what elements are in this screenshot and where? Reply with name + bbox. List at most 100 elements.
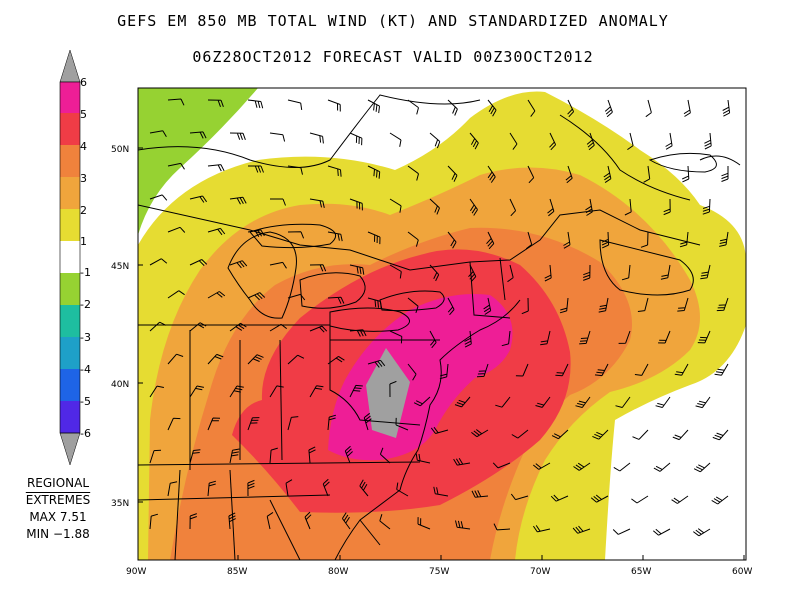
wind-barb: [604, 99, 613, 118]
wind-barb: [327, 99, 341, 112]
wind-barb: [207, 164, 225, 172]
wind-barb: [207, 353, 224, 365]
wind-barb: [563, 231, 571, 249]
wind-barb: [521, 297, 529, 315]
wind-barb: [559, 297, 569, 314]
wind-barb: [618, 330, 631, 344]
wind-barb: [567, 99, 575, 118]
wind-barb: [327, 355, 345, 365]
wind-barb: [207, 417, 221, 431]
wind-barb: [510, 493, 529, 501]
colorbar-over-arrow: [59, 49, 81, 83]
anomaly-region-m1tom2: [138, 88, 258, 235]
wind-barb: [455, 520, 471, 530]
wind-barb: [693, 528, 711, 537]
wind-barb: [486, 231, 495, 250]
legend-label-4: 4: [80, 140, 87, 153]
anomaly-region-over6: [366, 348, 410, 438]
colorbar-bin-neutral: [60, 241, 80, 273]
plot-frame: [137, 87, 747, 561]
wind-barb: [672, 429, 689, 441]
colorbar-bin-m1tom2: [60, 273, 80, 305]
wind-barb: [304, 511, 312, 530]
wind-barb: [509, 132, 518, 150]
colorbar-bin-3to4: [60, 145, 80, 177]
lon-label-85w: 85W: [227, 567, 247, 577]
wind-barb: [167, 290, 185, 299]
wind-barb: [389, 132, 402, 147]
wind-barbs: [149, 98, 731, 537]
wind-barb: [389, 330, 403, 344]
wind-barb: [407, 165, 419, 181]
wind-barb: [207, 227, 226, 236]
wind-barb: [407, 363, 417, 381]
wind-barb: [697, 330, 711, 344]
lat-label-35n: 35N: [111, 499, 129, 509]
legend-label-m4: -4: [80, 363, 91, 376]
wind-barb: [367, 359, 386, 368]
wind-barb: [327, 414, 337, 431]
wind-barb: [471, 429, 489, 438]
wind-barb: [379, 447, 391, 464]
wind-barb: [544, 264, 552, 282]
wind-barb: [572, 525, 591, 534]
wind-barb: [585, 198, 593, 216]
wind-barb: [167, 98, 185, 106]
wind-barb: [665, 132, 673, 150]
wind-barb: [309, 325, 328, 333]
lon-axis: [137, 555, 745, 560]
wind-barb: [586, 132, 595, 151]
legend-label-m1: -1: [80, 266, 91, 279]
wind-barb: [621, 264, 631, 281]
wind-barb: [655, 396, 671, 408]
wind-barb: [429, 264, 440, 282]
wind-barb: [565, 165, 573, 184]
wind-barb: [527, 99, 536, 117]
colorbar: 6 5 4 3 2 1 -1 -2 -3 -4 -5 -6: [59, 49, 91, 466]
wind-barb: [269, 261, 287, 269]
wind-barb: [640, 231, 649, 248]
wind-barb: [493, 523, 511, 531]
wind-barb: [367, 99, 380, 114]
wind-barb: [287, 354, 305, 365]
wind-barb: [287, 416, 299, 431]
wind-barb: [359, 479, 369, 497]
wind-barb: [575, 396, 591, 408]
wind-barb: [266, 511, 274, 530]
wind-barb: [149, 321, 167, 332]
wind-barb: [287, 165, 303, 175]
wind-barb: [308, 446, 316, 464]
wind-barb: [615, 396, 631, 408]
wind-barb: [309, 198, 325, 209]
wind-barb: [658, 330, 671, 344]
wind-barb: [702, 198, 711, 215]
wind-barb: [349, 132, 363, 146]
wind-barb: [601, 231, 610, 249]
wind-barb: [469, 198, 478, 216]
wind-barb: [527, 165, 535, 184]
wind-barb: [269, 323, 288, 332]
wind-barb: [471, 490, 489, 498]
wind-barb: [652, 528, 671, 536]
wind-barb: [454, 396, 471, 408]
extremes-heading-2: EXTREMES: [25, 493, 91, 507]
wind-barb: [645, 99, 652, 118]
wind-barb: [327, 231, 343, 242]
wind-barb: [653, 462, 671, 472]
wind-barb: [711, 495, 729, 505]
wind-barb: [149, 194, 168, 201]
plot-area: [138, 88, 746, 560]
wind-barb: [695, 396, 711, 409]
legend-label-m6: -6: [80, 427, 91, 440]
wind-barb: [583, 264, 591, 281]
lon-label-70w: 70W: [530, 567, 550, 577]
wind-barb: [468, 264, 477, 283]
wind-barb: [207, 480, 217, 497]
wind-barb: [407, 297, 419, 314]
wind-barb: [407, 99, 419, 115]
wind-barb: [487, 165, 496, 183]
legend-label-1: 1: [80, 235, 87, 248]
wind-barb: [309, 264, 327, 272]
wind-barb: [287, 99, 303, 110]
